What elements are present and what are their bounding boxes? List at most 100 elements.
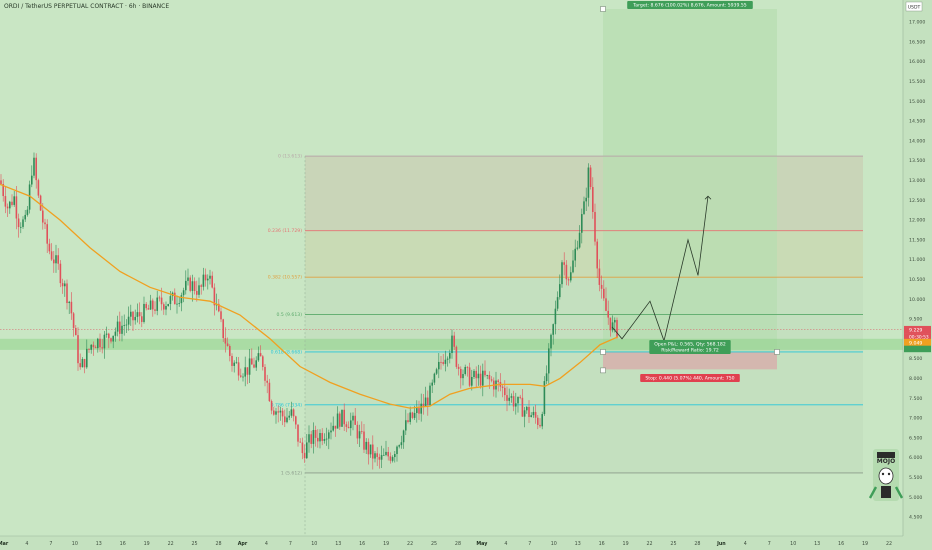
candle-body — [50, 251, 53, 260]
time-tick: 19 — [862, 541, 868, 547]
candle-body — [365, 441, 367, 450]
candle-body — [149, 300, 152, 310]
candle — [81, 357, 84, 368]
fib-label: 0.786 (7.334) — [271, 402, 303, 408]
candle-body — [68, 301, 70, 304]
candle — [264, 364, 266, 387]
candle — [486, 374, 488, 380]
candle-body — [59, 263, 62, 284]
candle — [440, 356, 442, 370]
candle-body — [39, 195, 42, 211]
candle-body — [583, 201, 585, 215]
candle-body — [501, 386, 504, 388]
candle-body — [270, 401, 273, 411]
open-pnl-badge-text: Risk/Reward Ratio: 19.72 — [661, 348, 719, 354]
candle-body — [160, 297, 163, 305]
candle-body — [231, 355, 233, 366]
candle-body — [596, 241, 598, 269]
candle-body — [517, 396, 519, 404]
candle — [185, 270, 187, 295]
candle-body — [306, 442, 308, 459]
candle-body — [185, 280, 187, 291]
candle-body — [141, 316, 143, 322]
candle — [235, 356, 238, 364]
candle — [369, 444, 372, 458]
candle-body — [519, 396, 521, 398]
candle-body — [515, 403, 517, 407]
logo-eye — [887, 472, 891, 476]
candle — [268, 378, 271, 402]
candle — [444, 350, 447, 372]
candle-body — [534, 411, 537, 418]
logo-hat — [877, 452, 895, 458]
candle-body — [211, 275, 213, 288]
candle — [477, 364, 480, 386]
price-tick: 4.500 — [909, 515, 922, 521]
candle-body — [556, 297, 559, 309]
candle — [6, 203, 9, 217]
candle-body — [347, 426, 350, 429]
candle — [453, 331, 455, 351]
candle-body — [523, 410, 526, 417]
candle — [143, 296, 145, 324]
candle-body — [440, 361, 442, 363]
candle-body — [224, 338, 227, 344]
candle — [506, 386, 508, 412]
candle-body — [154, 309, 156, 311]
candle — [519, 394, 521, 400]
candle — [490, 376, 493, 383]
price-tick: 6.000 — [909, 455, 922, 461]
candle-body — [350, 420, 352, 429]
candle-body — [442, 362, 444, 364]
target-zone — [603, 9, 777, 352]
candle — [548, 343, 550, 385]
candle-body — [288, 415, 290, 418]
fib-label: 0.382 (10.557) — [268, 275, 302, 281]
candle — [466, 366, 469, 377]
candle — [365, 438, 367, 454]
candle — [424, 386, 427, 407]
time-tick: 10 — [790, 541, 796, 547]
candle-body — [92, 344, 95, 348]
candle — [471, 369, 473, 391]
time-tick: 10 — [551, 541, 557, 547]
candle — [292, 408, 295, 422]
candle — [110, 337, 112, 344]
candle-body — [435, 369, 438, 374]
candle-body — [86, 348, 88, 368]
candle — [119, 311, 121, 342]
candle — [460, 366, 462, 389]
candle-body — [589, 167, 592, 187]
candle-body — [387, 451, 389, 457]
candle — [114, 327, 117, 342]
candle-body — [189, 277, 191, 291]
candle — [66, 279, 68, 310]
candle-body — [490, 379, 493, 381]
candle — [163, 302, 165, 315]
time-tick: 19 — [144, 541, 150, 547]
candle-body — [411, 412, 414, 418]
candle — [68, 300, 70, 315]
candle-body — [526, 406, 528, 411]
time-tick: 28 — [215, 541, 221, 547]
price-tick: 16.500 — [909, 39, 925, 45]
candles — [0, 152, 618, 470]
candle — [154, 301, 156, 315]
candle-body — [462, 374, 464, 379]
candle-body — [587, 167, 590, 198]
time-tick: 22 — [168, 541, 174, 547]
candle-body — [259, 353, 262, 357]
candle-body — [424, 397, 427, 407]
candle — [391, 455, 394, 463]
candle-body — [361, 431, 363, 433]
candle — [570, 266, 572, 283]
fib-label: 0 (13.613) — [278, 154, 302, 160]
candle-body — [2, 184, 4, 197]
candle-body — [262, 356, 264, 367]
time-tick: 19 — [623, 541, 629, 547]
candle — [275, 407, 277, 424]
fib-zone-mid — [305, 230, 863, 278]
projection-arrowhead — [704, 195, 712, 200]
candle — [611, 315, 614, 333]
